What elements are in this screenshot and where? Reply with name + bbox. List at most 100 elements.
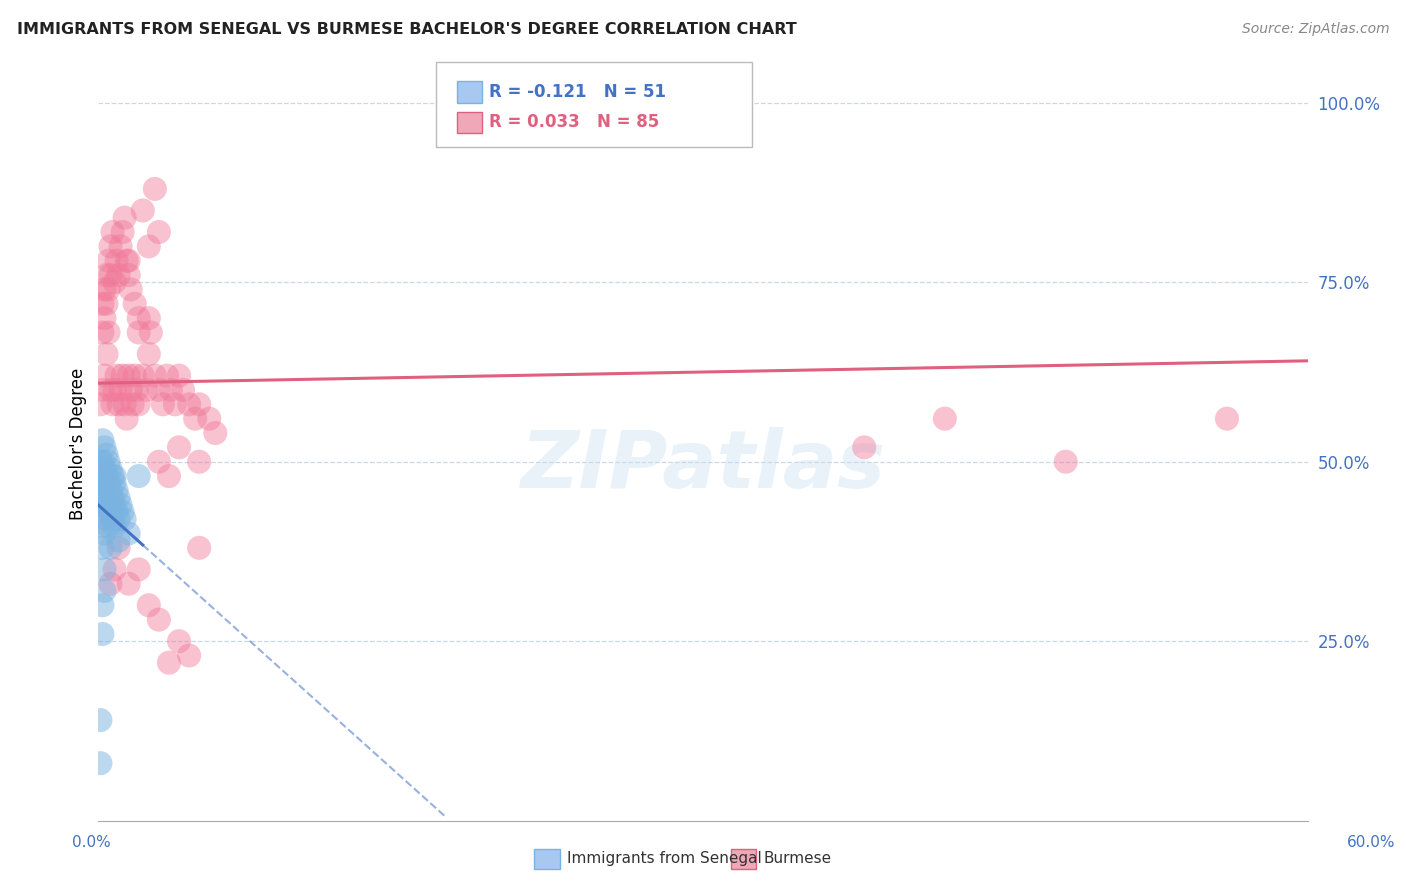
Point (100, 483, 122, 498)
Point (111, 368, 134, 383)
Point (157, 656, 180, 670)
Point (121, 397, 143, 411)
Point (163, 397, 186, 411)
Point (179, 648, 201, 663)
Point (100, 505, 122, 519)
Point (132, 203, 155, 218)
Point (103, 383, 125, 397)
Point (124, 297, 146, 311)
Point (107, 533, 129, 548)
Point (93, 526, 115, 541)
Text: R = -0.121   N = 51: R = -0.121 N = 51 (489, 83, 666, 101)
Point (167, 368, 190, 383)
Point (93, 462, 115, 476)
Text: 0.0%: 0.0% (72, 836, 111, 850)
Point (93, 311, 115, 326)
Point (172, 383, 194, 397)
Point (93, 441, 115, 455)
Point (97, 476, 120, 491)
Point (1054, 455, 1077, 469)
Point (97, 498, 120, 512)
Point (101, 225, 124, 239)
Point (93, 583, 115, 598)
Point (91, 476, 114, 491)
Point (120, 383, 142, 397)
Point (93, 282, 115, 296)
Point (103, 562, 125, 576)
Point (97, 282, 120, 296)
Point (188, 455, 211, 469)
Point (1216, 411, 1239, 425)
Point (128, 326, 150, 340)
Point (91, 599, 114, 613)
Point (152, 397, 174, 411)
Point (100, 576, 122, 591)
Point (97, 326, 120, 340)
Point (138, 347, 160, 361)
Point (93, 483, 115, 498)
Point (103, 519, 125, 533)
Point (97, 498, 120, 512)
Point (96, 491, 118, 505)
Point (103, 498, 125, 512)
Y-axis label: Bachelor's Degree: Bachelor's Degree (69, 368, 87, 520)
Point (107, 491, 129, 505)
Point (138, 239, 160, 253)
Point (198, 411, 221, 425)
Point (110, 239, 132, 253)
Point (96, 469, 118, 483)
Point (143, 182, 166, 196)
Point (96, 483, 118, 498)
Point (111, 505, 134, 519)
Point (188, 397, 211, 411)
Point (143, 368, 166, 383)
Point (157, 469, 180, 483)
Point (91, 627, 114, 641)
Point (103, 469, 125, 483)
Point (97, 519, 120, 533)
Text: Burmese: Burmese (763, 851, 831, 865)
Point (103, 476, 125, 491)
Point (139, 326, 162, 340)
Point (135, 383, 157, 397)
Point (96, 297, 118, 311)
Text: 60.0%: 60.0% (1347, 836, 1395, 850)
Point (100, 239, 122, 253)
Point (100, 383, 122, 397)
Point (118, 368, 141, 383)
Point (110, 498, 132, 512)
Point (188, 541, 211, 555)
Point (97, 455, 120, 469)
Point (89, 476, 111, 491)
Point (128, 397, 150, 411)
Text: ZIPatlas: ZIPatlas (520, 427, 886, 506)
Point (138, 599, 160, 613)
Point (101, 491, 124, 505)
Point (107, 512, 129, 526)
Point (105, 368, 128, 383)
Point (91, 519, 114, 533)
Point (120, 282, 142, 296)
Point (100, 268, 122, 282)
Point (89, 498, 111, 512)
Point (93, 368, 115, 383)
Point (89, 397, 111, 411)
Point (167, 441, 190, 455)
Point (91, 326, 114, 340)
Text: IMMIGRANTS FROM SENEGAL VS BURMESE BACHELOR'S DEGREE CORRELATION CHART: IMMIGRANTS FROM SENEGAL VS BURMESE BACHE… (17, 22, 797, 37)
Point (100, 462, 122, 476)
Text: R = 0.033   N = 85: R = 0.033 N = 85 (489, 113, 659, 131)
Point (184, 411, 207, 425)
Point (128, 311, 150, 326)
Point (96, 347, 118, 361)
Point (96, 268, 118, 282)
Point (853, 441, 876, 455)
Point (96, 512, 118, 526)
Point (91, 383, 114, 397)
Point (128, 469, 150, 483)
Point (934, 411, 956, 425)
Point (156, 368, 179, 383)
Point (204, 425, 226, 440)
Point (91, 498, 114, 512)
Point (118, 526, 141, 541)
